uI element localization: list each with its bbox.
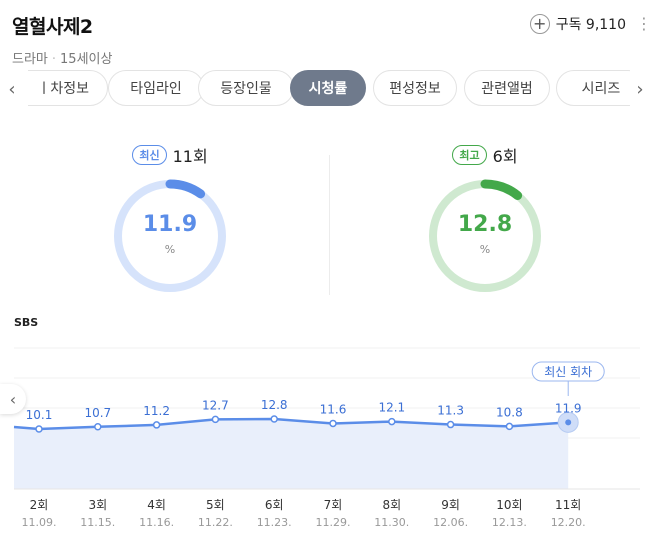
data-label: 11.2: [143, 404, 170, 418]
latest-episode-label: 최신 회차: [544, 365, 592, 379]
tab-cast[interactable]: 등장인물: [198, 70, 294, 106]
x-tick-label: 2회: [30, 498, 49, 512]
tab-series[interactable]: 시리즈: [556, 70, 630, 106]
x-tick-label: 4회: [147, 498, 166, 512]
latest-rating-panel: 최신 11회 11.9 %: [70, 140, 270, 300]
data-label: 11.9: [555, 401, 582, 415]
genre-label: 드라마: [12, 52, 48, 67]
latest-episode: 11회: [172, 147, 208, 166]
more-vertical-icon[interactable]: ⋮: [636, 14, 652, 33]
x-date-label: 12.20.: [551, 516, 586, 529]
x-tick-label: 5회: [206, 498, 225, 512]
x-tick-label: 11회: [555, 498, 581, 512]
network-label: SBS: [14, 316, 39, 329]
data-label: 12.1: [378, 401, 405, 415]
data-point: [152, 421, 161, 429]
x-date-label: 12.06.: [433, 516, 468, 529]
data-point: [329, 419, 337, 428]
tab-timeline[interactable]: 타임라인: [108, 70, 204, 106]
chevron-right-icon[interactable]: ›: [636, 79, 644, 100]
x-tick-label: 7회: [324, 498, 343, 512]
x-date-label: 12.13.: [492, 516, 527, 529]
best-rating-unit: %: [479, 243, 491, 256]
data-label: 12.7: [202, 398, 229, 412]
data-point: [270, 415, 278, 423]
tab-episode-info[interactable]: ㅣ차정보: [28, 70, 108, 106]
latest-rating-value: 11.9: [142, 212, 198, 237]
tab-schedule[interactable]: 편성정보: [373, 70, 457, 106]
data-point: [565, 419, 572, 426]
x-tick-label: 6회: [265, 498, 284, 512]
data-point: [94, 423, 102, 431]
best-rating-panel: 최고 6회 12.8 %: [385, 140, 585, 300]
plus-icon: +: [529, 14, 550, 34]
x-date-label: 11.22.: [198, 516, 233, 529]
chart-prev-button[interactable]: ‹: [0, 384, 26, 414]
tab-ratings[interactable]: 시청률: [290, 70, 366, 106]
x-tick-label: 3회: [88, 498, 107, 512]
data-label: 10.7: [84, 406, 111, 420]
data-point: [388, 417, 396, 426]
data-label: 10.1: [26, 408, 53, 422]
chevron-left-icon: ‹: [9, 389, 17, 409]
best-rating-ring: [429, 179, 541, 292]
best-episode: 6회: [492, 147, 518, 166]
latest-badge: 최신: [132, 145, 167, 165]
tab-bar: ‹ ㅣ차정보 타임라인 등장인물 시청률 편성정보 관련앨범 시리즈 ›: [0, 70, 660, 110]
tab-albums[interactable]: 관련앨범: [464, 70, 550, 106]
ratings-chart: 10.1 2회 11.09. 10.7 3회 11.15. 11.2 4회 11.16. 12.7…: [13, 347, 640, 529]
data-label: 11.3: [437, 404, 464, 418]
separator-dot: ·: [51, 52, 57, 67]
latest-rating-header: 최신 11회: [70, 143, 270, 167]
program-header: 열혈사제2 드라마 · 15세이상 + 구독 9,110 ⋮: [12, 10, 652, 67]
subscribe-count: 구독 9,110: [555, 17, 626, 33]
x-date-label: 11.09.: [22, 516, 57, 529]
rating-area: [14, 419, 569, 489]
data-label: 12.8: [261, 398, 288, 412]
best-rating-header: 최고 6회: [385, 143, 585, 167]
program-title: 열혈사제2: [12, 16, 93, 38]
chevron-left-icon[interactable]: ‹: [8, 79, 16, 100]
latest-rating-ring: [114, 179, 226, 292]
x-tick-label: 10회: [496, 498, 522, 512]
data-label: 10.8: [496, 405, 523, 419]
x-date-label: 11.30.: [374, 516, 409, 529]
latest-rating-unit: %: [164, 243, 176, 256]
x-date-label: 11.16.: [139, 516, 174, 529]
x-date-label: 11.23.: [257, 516, 292, 529]
tab-list: ㅣ차정보 타임라인 등장인물 시청률 편성정보 관련앨범 시리즈: [28, 70, 630, 106]
data-point: [211, 415, 220, 424]
x-tick-label: 8회: [382, 498, 401, 512]
latest-ring-arc: [165, 179, 206, 199]
data-label: 11.6: [320, 402, 347, 416]
data-point: [446, 420, 455, 429]
x-date-label: 11.15.: [80, 516, 115, 529]
panel-divider: [329, 155, 330, 295]
x-tick-label: 9회: [441, 498, 460, 512]
best-rating-value: 12.8: [457, 212, 513, 237]
x-date-label: 11.29.: [316, 516, 351, 529]
data-point: [35, 425, 43, 433]
age-rating-label: 15세이상: [60, 52, 113, 67]
data-point: [505, 422, 514, 431]
best-badge: 최고: [452, 145, 487, 165]
program-meta: 드라마 · 15세이상: [12, 48, 112, 67]
subscribe-button[interactable]: + 구독 9,110: [529, 14, 626, 34]
best-ring-arc: [480, 179, 523, 200]
latest-episode-bubble: [531, 361, 605, 382]
